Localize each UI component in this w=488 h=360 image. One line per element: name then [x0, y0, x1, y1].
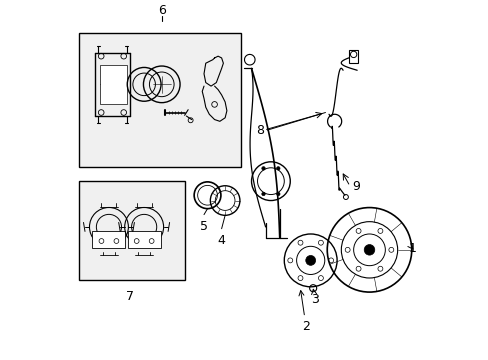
Text: 2: 2: [298, 291, 309, 333]
Text: 4: 4: [217, 234, 225, 247]
Circle shape: [364, 244, 374, 255]
Circle shape: [261, 192, 264, 196]
Bar: [127, 231, 160, 248]
Bar: [79, 181, 184, 280]
Circle shape: [276, 192, 280, 196]
Bar: [349, 50, 357, 63]
Circle shape: [261, 167, 264, 170]
Circle shape: [276, 167, 280, 170]
Text: 6: 6: [158, 4, 165, 17]
Text: 1: 1: [407, 242, 415, 255]
Bar: [79, 33, 241, 167]
Text: 9: 9: [351, 180, 359, 193]
Circle shape: [305, 256, 315, 265]
Text: 7: 7: [126, 290, 134, 303]
Text: 3: 3: [310, 289, 318, 306]
Bar: [100, 65, 126, 104]
Text: 5: 5: [200, 220, 207, 233]
Bar: [92, 231, 125, 248]
Text: 8: 8: [255, 123, 264, 136]
